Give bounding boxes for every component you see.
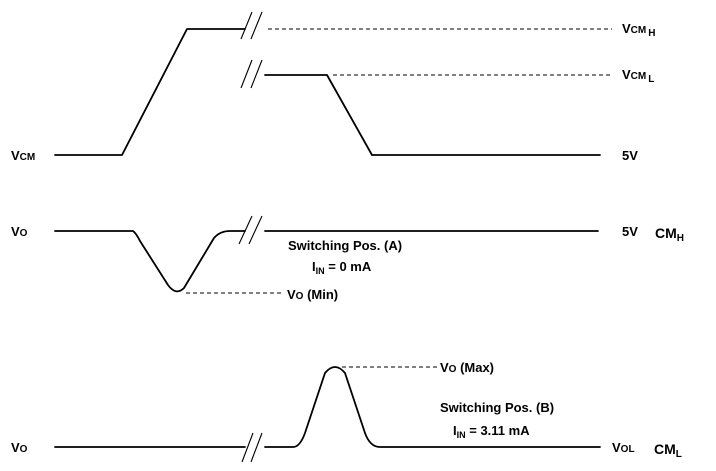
vcm-l-label: VCM L — [622, 67, 654, 85]
vcm-label: VCM — [11, 148, 35, 163]
vcm-waveform-falling — [264, 74, 601, 156]
cm-h-label: CMH — [655, 225, 684, 244]
switching-pos-b-current: IIN = 3.11 mA — [453, 423, 530, 440]
vo-label-bottom: VO — [11, 440, 28, 455]
break-marker-bottom — [241, 432, 263, 463]
switching-pos-b-title: Switching Pos. (B) — [440, 400, 554, 415]
vo-min-label: VO (Min) — [287, 287, 338, 302]
vo-label-middle: VO — [11, 224, 28, 239]
break-marker-top-upper — [240, 11, 263, 40]
break-marker-middle — [238, 215, 263, 245]
vo-waveform-dip — [54, 230, 599, 293]
switching-pos-a-current: IIN = 0 mA — [312, 259, 372, 276]
vcm-waveform-rising — [54, 28, 246, 156]
break-marker-top-lower — [240, 59, 263, 89]
five-volt-label-top: 5V — [622, 148, 638, 163]
cm-l-label: CML — [654, 441, 682, 460]
vol-label: VOL — [612, 440, 635, 455]
switching-pos-a-title: Switching Pos. (A) — [288, 238, 402, 253]
five-volt-label-middle: 5V — [622, 224, 638, 239]
vcm-h-label: VCM H — [622, 21, 655, 39]
vo-waveform-peak — [54, 366, 601, 448]
vo-max-label: VO (Max) — [440, 360, 494, 375]
